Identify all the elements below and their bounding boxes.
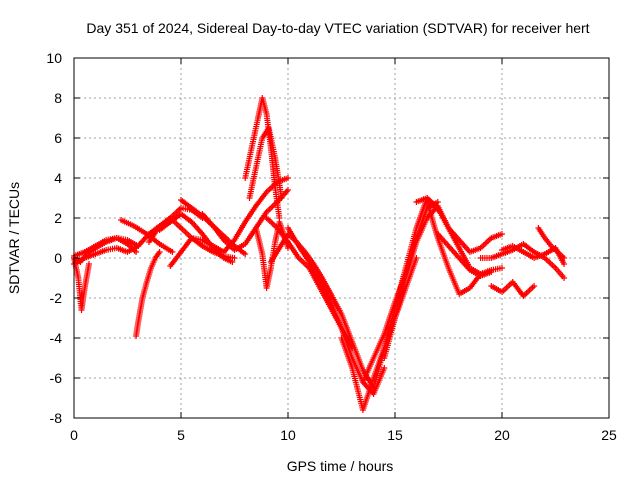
data-point-markers (252, 219, 291, 291)
series-track-27 (445, 225, 505, 255)
data-point-markers (535, 225, 568, 261)
axis-ticks: 0 5 10 15 20 25 -8 -6 -4 -2 0 2 4 6 8 10 (46, 50, 617, 443)
data-point-markers (285, 225, 377, 391)
data-point-markers (488, 279, 538, 299)
y-tick-label: -6 (50, 370, 63, 386)
series-track-22 (370, 195, 441, 391)
data-point-markers (445, 225, 505, 255)
x-tick-label: 0 (70, 427, 78, 443)
series-track-09 (167, 235, 227, 269)
series-track-31 (535, 225, 568, 261)
series-track-06 (133, 249, 163, 339)
x-axis-label: GPS time / hours (287, 458, 394, 474)
series-track-29 (488, 279, 538, 299)
series-track-15 (252, 219, 291, 291)
data-point-markers (424, 199, 484, 297)
series-track-14 (246, 125, 285, 201)
x-tick-label: 5 (177, 427, 185, 443)
x-tick-label: 25 (601, 427, 617, 443)
y-tick-label: -8 (50, 410, 63, 426)
plot-area (71, 95, 568, 413)
chart-title: Day 351 of 2024, Sidereal Day-to-day VTE… (86, 20, 589, 36)
data-point-markers (434, 231, 495, 279)
series-track-25 (424, 199, 484, 297)
x-tick-label: 20 (494, 427, 510, 443)
y-tick-label: 2 (54, 210, 62, 226)
y-tick-label: -2 (50, 290, 63, 306)
grid (74, 58, 609, 418)
data-point-markers (246, 125, 285, 201)
x-tick-label: 15 (387, 427, 403, 443)
data-point-markers (370, 195, 441, 391)
x-tick-label: 10 (280, 427, 296, 443)
data-point-markers (499, 243, 568, 267)
y-tick-label: 6 (54, 130, 62, 146)
series-track-26 (434, 231, 495, 279)
series-track-18 (285, 225, 377, 391)
y-axis-label: SDTVAR / TECUs (6, 182, 22, 294)
y-tick-label: 0 (54, 250, 62, 266)
y-tick-label: 8 (54, 90, 62, 106)
series-track-30 (499, 243, 568, 267)
data-point-markers (133, 249, 163, 339)
data-point-markers (167, 235, 227, 269)
plot-frame (73, 57, 610, 419)
y-tick-label: 10 (46, 50, 62, 66)
y-tick-label: 4 (54, 170, 62, 186)
y-tick-label: -4 (50, 330, 63, 346)
